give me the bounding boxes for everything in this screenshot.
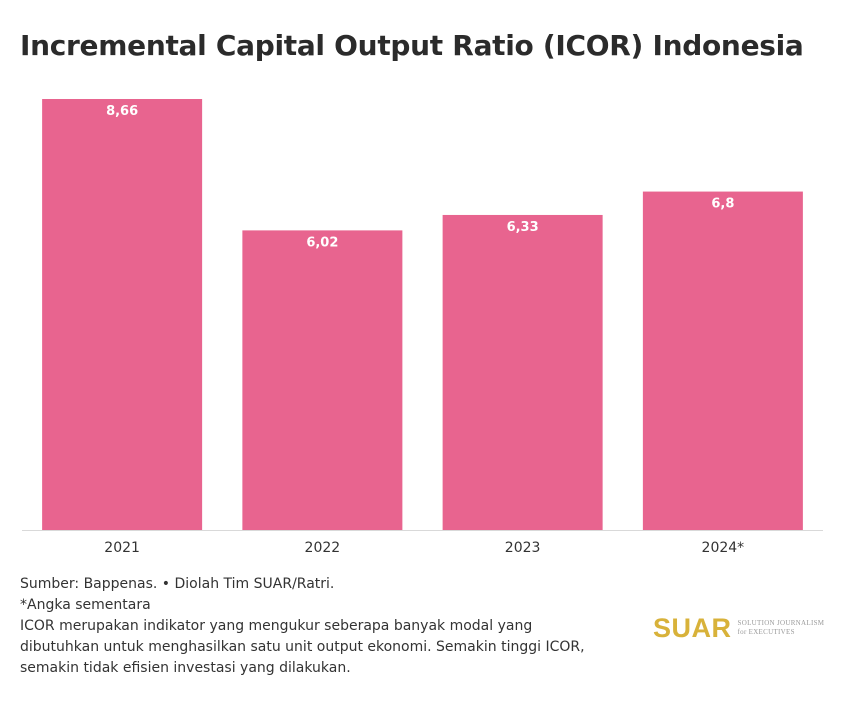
bar-chart: 8,66 6,02 6,33 6,8 2021 2022 2023 2024* — [22, 99, 823, 556]
bar-2021 — [42, 99, 203, 530]
x-tick-2021: 2021 — [104, 540, 140, 556]
x-tick-2023: 2023 — [505, 540, 541, 556]
logo-wordmark: SUAR — [653, 612, 732, 643]
logo-tagline-line-1: SOLUTION JOURNALISM — [737, 619, 825, 627]
bar-2024 — [642, 191, 803, 530]
logo-tagline-line-2: for EXECUTIVES — [737, 628, 795, 636]
source-note: Sumber: Bappenas. • Diolah Tim SUAR/Ratr… — [20, 576, 335, 592]
chart-footer: Sumber: Bappenas. • Diolah Tim SUAR/Ratr… — [20, 574, 620, 679]
data-label-2022: 6,02 — [306, 235, 338, 250]
chart-title: Incremental Capital Output Ratio (ICOR) … — [20, 29, 804, 62]
provisional-note: *Angka sementara — [20, 597, 151, 613]
description-line-3: semakin tidak efisien investasi yang dil… — [20, 660, 351, 676]
description-line-1: ICOR merupakan indikator yang mengukur s… — [20, 618, 533, 634]
data-label-2023: 6,33 — [507, 220, 539, 235]
data-label-2024: 6,8 — [711, 197, 734, 212]
logo-tagline: SOLUTION JOURNALISM for EXECUTIVES — [738, 619, 825, 637]
suar-logo: SUAR SOLUTION JOURNALISM for EXECUTIVES — [653, 612, 824, 644]
x-tick-2022: 2022 — [305, 540, 341, 556]
bar-2022 — [242, 230, 403, 530]
x-tick-2024: 2024* — [702, 540, 745, 556]
bar-2023 — [442, 214, 603, 530]
description-line-2: dibutuhkan untuk menghasilkan satu unit … — [20, 639, 585, 655]
data-label-2021: 8,66 — [106, 104, 138, 119]
